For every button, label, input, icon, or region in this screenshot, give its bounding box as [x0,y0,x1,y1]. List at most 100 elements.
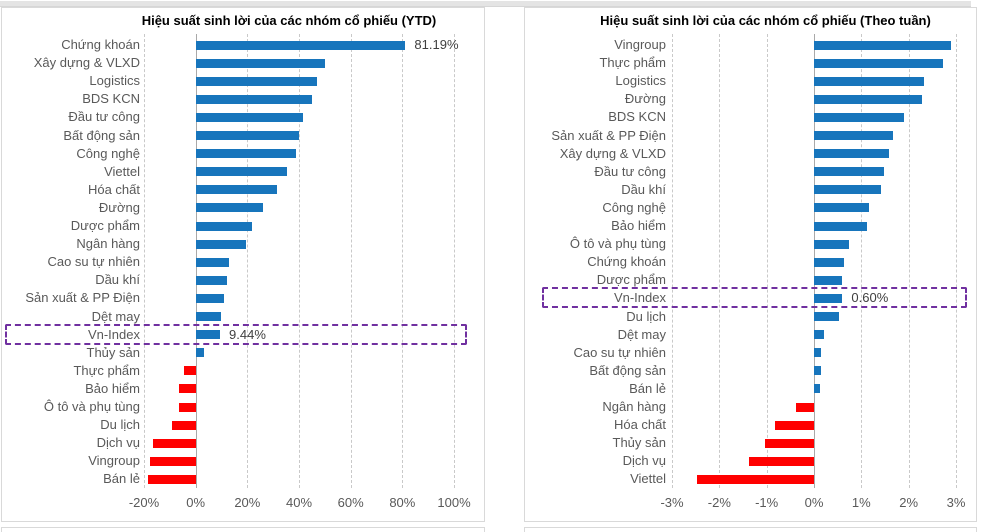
category-label: Vingroup [614,37,666,52]
gridline [861,34,863,488]
positive-bar [814,312,840,322]
category-label: Dịch vụ [96,435,140,451]
gridline [247,34,249,488]
category-label: Dược phẩm [70,218,140,233]
chart-panel-ytd: Hiệu suất sinh lời của các nhóm cổ phiếu… [1,7,485,522]
next-panel-edge-right [524,527,977,532]
gridline [672,34,673,488]
positive-bar [814,76,925,86]
negative-bar [775,420,814,430]
category-label: Bán lẻ [103,471,140,487]
category-label: Vn-Index [87,326,140,342]
gridline [144,34,145,488]
positive-bar [195,58,325,68]
x-tick-label: 20% [234,495,261,510]
negative-bar [184,366,196,376]
category-label: Chứng khoán [587,254,666,270]
negative-bar [796,402,814,412]
category-label: Du lịch [626,308,666,324]
x-tick-label: 0% [186,495,206,510]
category-label: Cao su tự nhiên [573,344,666,360]
gridline [454,34,455,488]
category-label: Bất động sản [589,362,666,378]
category-label: Hóa chất [613,417,666,433]
positive-bar [814,40,952,50]
category-label: Ô tô và phụ tùng [569,236,666,252]
category-label: Dược phẩm [596,272,666,288]
x-tick-label: 2% [899,495,919,510]
category-label: Sản xuất & PP Điện [551,127,666,143]
x-tick-label: -3% [660,495,684,510]
positive-bar [814,112,904,122]
positive-bar [195,149,297,159]
chart-plot-area-ytd: -20% 0% 20% 40% 60% 80% 100% Chứng khoán 81.19% X… [2,8,484,521]
positive-bar [195,185,278,195]
category-label: Dệt may [617,326,666,342]
negative-bar [171,420,196,430]
value-label: 9.44% [229,326,266,342]
negative-bar [153,438,196,448]
positive-bar [814,203,869,213]
category-label: Chứng khoán [61,37,140,52]
positive-bar [814,167,885,177]
category-label: Đường [624,91,666,107]
category-label: Du lịch [100,417,140,433]
x-tick-label: 3% [946,495,966,510]
x-tick-label: 100% [437,495,471,510]
positive-bar [195,167,288,177]
positive-bar [195,112,303,122]
negative-bar [147,474,196,484]
value-label: 0.60% [851,290,889,306]
category-label: Đầu tư công [68,109,140,125]
category-label: Dệt may [91,308,140,324]
chart-title-weekly: Hiệu suất sinh lời của các nhóm cổ phiếu… [600,13,931,28]
value-label: 81.19% [414,37,459,52]
category-label: Công nghệ [76,145,140,161]
category-label: Bảo hiểm [85,380,140,396]
category-label: Công nghệ [602,199,666,215]
category-label: Bất động sản [63,127,140,143]
category-label: Thực phẩm [599,55,666,71]
category-label: BDS KCN [82,91,140,107]
chart-plot-area-weekly: -3% -2% -1% 0% 1% 2% 3% Vingroup Thực phẩm Logist… [525,8,976,521]
category-label: Thủy sản [86,344,140,360]
positive-bar [195,293,225,303]
category-label: Thủy sản [612,435,666,451]
positive-bar [814,149,890,159]
category-label: Ngân hàng [76,236,140,252]
gridline [350,34,352,488]
positive-bar [195,257,229,267]
gridline [908,34,910,488]
positive-bar [814,185,881,195]
category-label: Bán lẻ [629,380,666,396]
positive-bar [195,348,205,358]
chart-title-ytd: Hiệu suất sinh lời của các nhóm cổ phiếu… [141,13,437,28]
category-label: Hóa chất [87,181,140,197]
positive-bar [195,312,221,322]
x-tick-label: 0% [804,495,824,510]
category-label: Bảo hiểm [611,218,666,233]
category-label: Ô tô và phụ tùng [43,399,140,414]
category-label: Ngân hàng [602,399,666,414]
negative-bar [179,384,196,394]
positive-bar [814,293,843,303]
positive-bar [814,348,822,358]
x-tick-label: 40% [285,495,313,510]
category-label: Thực phẩm [73,362,140,378]
next-panel-edge-left [1,527,485,532]
positive-bar [814,275,843,285]
category-label: Xây dựng & VLXD [33,55,140,71]
negative-bar [179,402,196,412]
gridline [719,34,721,488]
category-label: Dịch vụ [622,453,666,469]
positive-bar [814,384,821,394]
gridline [956,34,957,488]
category-label: Cao su tự nhiên [47,254,140,270]
gridline [402,34,404,488]
positive-bar [195,275,228,285]
negative-bar [749,456,814,466]
gridline [766,34,768,488]
positive-bar [814,221,867,231]
category-label: Đầu tư công [594,163,666,179]
